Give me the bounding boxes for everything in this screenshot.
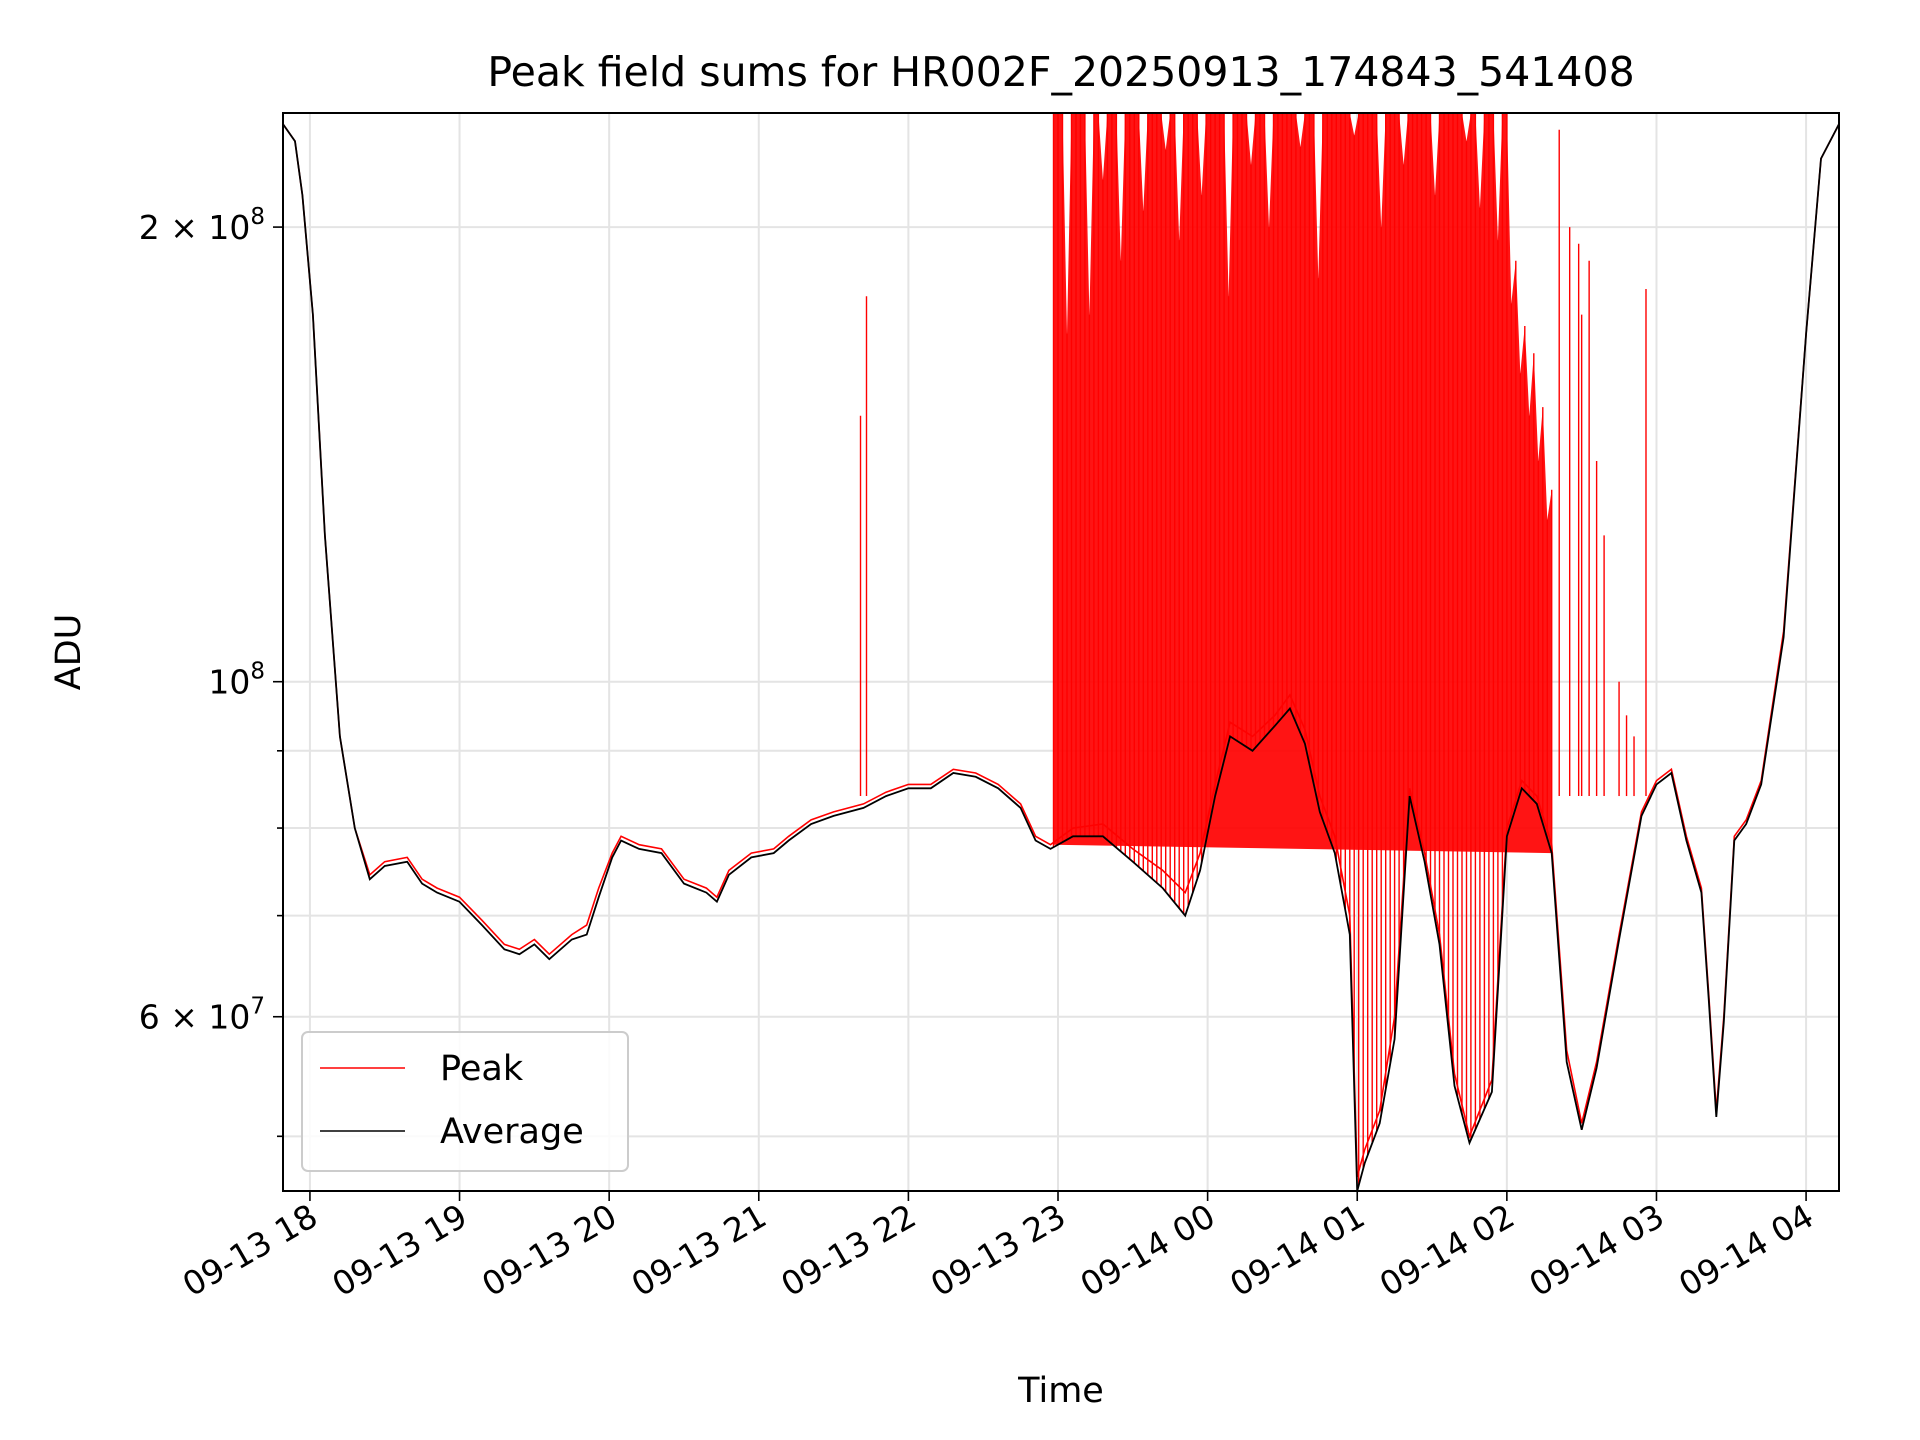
y-axis-label: ADU <box>49 614 89 691</box>
y-tick-label: 6 × 107 <box>139 994 265 1037</box>
chart-title: Peak field sums for HR002F_20250913_1748… <box>487 48 1634 96</box>
average-series-line <box>282 123 1840 1192</box>
legend-box <box>301 1031 629 1172</box>
y-axis-ticks: 6 × 107 108 2 × 108 <box>139 204 283 1138</box>
y-tick-label: 2 × 108 <box>139 204 265 247</box>
y-tick-label: 108 <box>208 659 265 702</box>
legend-average-label: Average <box>440 1112 584 1152</box>
x-axis-label: Time <box>1017 1371 1104 1411</box>
peak-spikes <box>1052 113 1553 1186</box>
plot-frame <box>282 112 1840 1192</box>
plot-series <box>282 113 1840 1192</box>
legend-peak-label: Peak <box>440 1049 524 1089</box>
peak-spike-region <box>1053 113 1552 854</box>
legend: Peak Average <box>301 1031 629 1172</box>
